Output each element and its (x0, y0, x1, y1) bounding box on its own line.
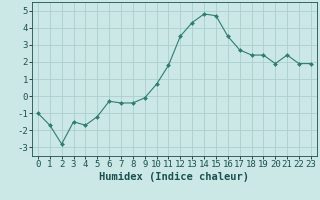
X-axis label: Humidex (Indice chaleur): Humidex (Indice chaleur) (100, 172, 249, 182)
